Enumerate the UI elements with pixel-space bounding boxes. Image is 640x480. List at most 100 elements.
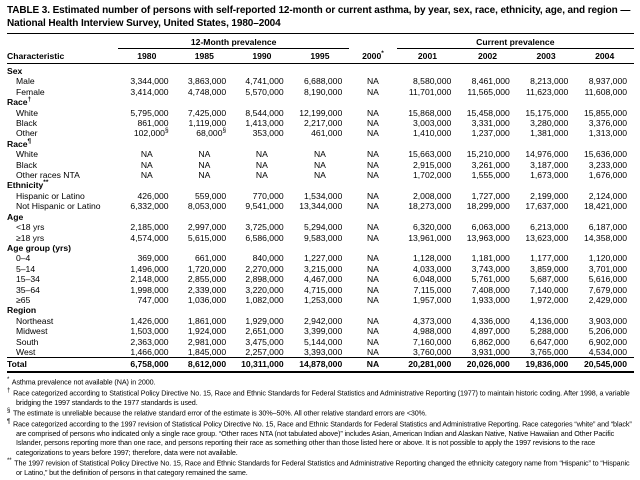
table-cell: 15,458,000 xyxy=(466,107,510,118)
footnote-marker: § xyxy=(164,127,169,135)
table-cell: 2,363,000 xyxy=(130,336,169,347)
table-cell: 15,636,000 xyxy=(583,149,627,160)
table-cell: 14,976,000 xyxy=(525,149,569,160)
table-cell: 3,859,000 xyxy=(530,263,569,274)
table-row: Black NA NA NA NA NA 2,915,000 3,261,000 3,187,0… xyxy=(7,160,634,170)
table-cell: 6,332,000 xyxy=(130,201,169,212)
table-cell: 1,410,000 xyxy=(413,128,452,139)
table-cell: NA xyxy=(366,170,379,181)
table-cell: 2,199,000 xyxy=(530,190,569,201)
table-cell: 3,414,000 xyxy=(130,86,169,97)
table-row: White NA NA NA NA NA 15,663,000 15,210,000 14,97… xyxy=(7,149,634,159)
table-cell: 3,344,000 xyxy=(130,76,169,87)
table-cell: 5,615,000 xyxy=(187,232,227,243)
table-cell: 861,000 xyxy=(137,118,169,129)
section-header: Race¶ xyxy=(7,137,32,149)
table-row: White 5,795,000 7,425,000 8,544,000 12,199,0… xyxy=(7,108,634,118)
row-label: Hispanic or Latino xyxy=(16,190,85,201)
table-cell: 1,036,000 xyxy=(187,294,227,305)
table-cell: 3,331,000 xyxy=(471,118,510,129)
table-cell: NA xyxy=(366,336,379,347)
table-cell: 20,026,000 xyxy=(458,357,517,373)
footnote: ** The 1997 revision of Statistical Poli… xyxy=(7,458,630,477)
table-cell: 10,311,000 xyxy=(233,357,291,373)
row-label: South xyxy=(16,336,39,347)
table-cell: 7,408,000 xyxy=(471,284,510,295)
table-cell: 747,000 xyxy=(137,294,169,305)
footnote-marker: ¶ xyxy=(27,137,32,145)
table-cell: NA xyxy=(349,357,397,373)
table-cell: 3,393,000 xyxy=(304,346,343,357)
row-label: Male xyxy=(16,76,35,87)
footnotes: * Asthma prevalence not available (NA) i… xyxy=(7,376,633,477)
column-header-year: 2000* xyxy=(349,48,397,64)
table-cell: 3,475,000 xyxy=(245,336,284,347)
table-cell: 840,000 xyxy=(252,253,284,264)
table-cell: 102,000§ xyxy=(133,127,169,139)
table-cell: 353,000 xyxy=(252,128,284,139)
table-cell: 1,128,000 xyxy=(413,253,452,264)
row-label: Female xyxy=(16,86,45,97)
table-cell: 1,503,000 xyxy=(130,326,169,337)
table-cell: NA xyxy=(313,170,326,181)
footnote-symbol: ¶ xyxy=(7,419,11,426)
footnote-symbol: ** xyxy=(7,458,12,465)
table-cell: 7,115,000 xyxy=(413,284,452,295)
table-cell: 1,496,000 xyxy=(130,263,169,274)
table-row: South 2,363,000 2,981,000 3,475,000 5,144,00… xyxy=(7,337,634,347)
table-cell: 5,570,000 xyxy=(245,86,284,97)
table-cell: NA xyxy=(198,149,211,160)
table-cell: 2,217,000 xyxy=(304,118,343,129)
table-cell: 8,190,000 xyxy=(304,86,343,97)
table-cell: 2,257,000 xyxy=(245,346,284,357)
table-cell: 3,760,000 xyxy=(413,346,452,357)
footnote-marker: ** xyxy=(43,179,49,187)
table-cell: NA xyxy=(313,149,326,160)
table-cell: 4,033,000 xyxy=(413,263,452,274)
table-cell: NA xyxy=(366,222,379,233)
table-cell: 6,063,000 xyxy=(471,222,510,233)
section-header: Sex xyxy=(7,66,23,76)
table-cell: 6,187,000 xyxy=(588,222,627,233)
table-cell: 1,253,000 xyxy=(304,294,343,305)
row-label: ≥65 xyxy=(16,294,31,305)
table-cell: NA xyxy=(366,294,379,305)
table-cell: 6,048,000 xyxy=(413,274,452,285)
section-header-row: Sex xyxy=(7,64,634,77)
column-header-year: 2002 xyxy=(458,48,517,64)
row-label: Other races NTA xyxy=(16,170,80,181)
table-cell: NA xyxy=(366,128,379,139)
table-cell: 5,795,000 xyxy=(130,107,169,118)
table-cell: 5,288,000 xyxy=(530,326,569,337)
table-cell: NA xyxy=(366,315,379,326)
table-cell: 3,931,000 xyxy=(471,346,510,357)
table-cell: 2,148,000 xyxy=(130,274,169,285)
table-cell: 4,373,000 xyxy=(413,315,452,326)
table-cell: 7,140,000 xyxy=(530,284,569,295)
table-row: Not Hispanic or Latino 6,332,000 8,053,000… xyxy=(7,201,634,211)
table-cell: 2,942,000 xyxy=(304,315,343,326)
table-cell: 4,136,000 xyxy=(530,315,569,326)
table-cell: 15,868,000 xyxy=(408,107,452,118)
table-cell: 14,358,000 xyxy=(583,232,627,243)
table-cell: NA xyxy=(140,149,153,160)
table-cell: NA xyxy=(366,263,379,274)
column-header-year: 1990 xyxy=(233,48,291,64)
table-cell: 6,647,000 xyxy=(530,336,569,347)
table-cell: 5,206,000 xyxy=(588,326,627,337)
table-cell: 2,185,000 xyxy=(130,222,169,233)
table-cell: 15,663,000 xyxy=(408,149,452,160)
table-cell: 6,320,000 xyxy=(413,222,452,233)
table-cell: 1,924,000 xyxy=(187,326,227,337)
table-cell: 1,957,000 xyxy=(413,294,452,305)
footnote: § The estimate is unreliable because the… xyxy=(7,408,427,418)
table-cell: 11,565,000 xyxy=(467,86,510,97)
table-cell: 6,586,000 xyxy=(245,232,284,243)
column-header-year: 2004 xyxy=(575,48,634,64)
table-cell: 1,727,000 xyxy=(471,190,510,201)
table-cell: 2,997,000 xyxy=(187,222,227,233)
table-cell: 8,580,000 xyxy=(413,76,452,87)
table-cell: 4,741,000 xyxy=(245,76,284,87)
table-cell: 15,175,000 xyxy=(525,107,569,118)
table-cell: 1,120,000 xyxy=(588,253,627,264)
